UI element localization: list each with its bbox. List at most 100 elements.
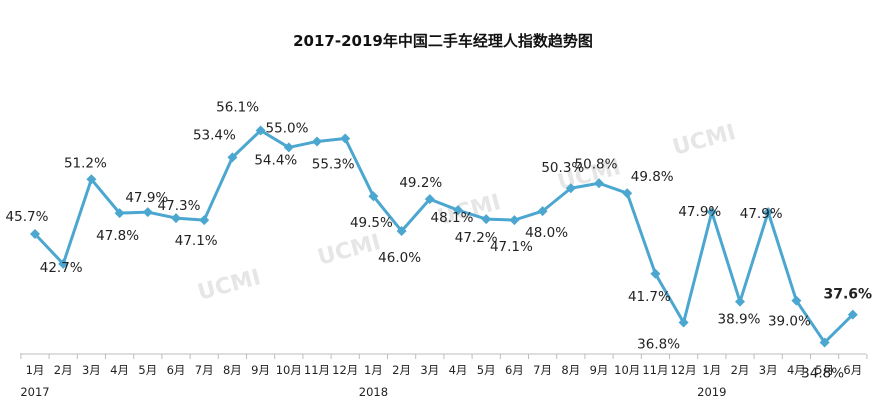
- data-point: [678, 317, 689, 328]
- x-axis-ticks: [20, 354, 868, 359]
- data-label: 49.5%: [350, 215, 393, 231]
- data-labels: 45.7%42.7%51.2%47.8%47.9%47.3%47.1%53.4%…: [6, 100, 873, 382]
- data-label: 47.3%: [158, 198, 201, 214]
- x-tick-label: 2月: [731, 363, 750, 377]
- data-label: 37.6%: [824, 287, 873, 303]
- x-tick-label: 5月: [138, 363, 157, 377]
- data-point: [340, 133, 351, 144]
- data-point: [481, 214, 492, 225]
- data-label: 38.9%: [718, 312, 761, 328]
- x-tick-label: 10月: [276, 363, 302, 377]
- x-tick-label: 4月: [449, 363, 468, 377]
- x-tick-label: 9月: [590, 363, 609, 377]
- year-label: 2019: [697, 385, 726, 399]
- x-tick-label: 3月: [759, 363, 778, 377]
- data-label: 53.4%: [193, 127, 236, 143]
- data-point: [509, 215, 520, 226]
- data-point: [255, 125, 266, 136]
- x-tick-label: 10月: [614, 363, 640, 377]
- data-label: 55.3%: [312, 156, 355, 172]
- x-tick-label: 12月: [332, 363, 358, 377]
- data-points: [30, 125, 858, 348]
- data-label: 49.2%: [399, 175, 442, 191]
- x-tick-label: 4月: [110, 363, 129, 377]
- x-tick-label: 5月: [815, 363, 834, 377]
- x-tick-label: 1月: [702, 363, 721, 377]
- data-point: [227, 152, 238, 163]
- x-tick-label: 11月: [304, 363, 330, 377]
- data-label: 47.1%: [175, 233, 218, 249]
- data-label: 34.8%: [801, 365, 844, 381]
- data-label: 42.7%: [40, 260, 83, 276]
- x-tick-label: 2月: [392, 363, 411, 377]
- year-label: 2017: [20, 385, 49, 399]
- data-point: [171, 213, 181, 224]
- data-label: 41.7%: [628, 289, 671, 305]
- data-point: [368, 191, 379, 202]
- data-point: [706, 207, 717, 218]
- data-point: [791, 295, 802, 306]
- x-tick-label: 11月: [642, 363, 668, 377]
- data-point: [424, 194, 435, 205]
- data-point: [86, 174, 97, 185]
- data-point: [819, 337, 830, 348]
- x-tick-label: 8月: [561, 363, 580, 377]
- chart-title: 2017-2019年中国二手车经理人指数趋势图: [293, 32, 593, 50]
- year-label: 2018: [359, 385, 388, 399]
- data-label: 50.3%: [541, 160, 584, 176]
- series-line: [33, 129, 854, 344]
- x-tick-label: 5月: [477, 363, 496, 377]
- data-label: 49.8%: [631, 169, 674, 185]
- data-point: [735, 296, 745, 307]
- data-label: 47.9%: [125, 190, 168, 206]
- x-tick-label: 3月: [82, 363, 101, 377]
- x-tick-label: 12月: [671, 363, 697, 377]
- data-point: [58, 258, 69, 269]
- data-label: 55.0%: [266, 120, 309, 136]
- data-point: [142, 207, 153, 218]
- data-point: [622, 188, 633, 199]
- x-tick-label: 3月: [420, 363, 439, 377]
- data-point: [847, 309, 858, 320]
- data-point: [594, 178, 604, 189]
- watermark-text: UCMI: [195, 265, 263, 306]
- data-label: 39.0%: [768, 314, 811, 330]
- x-tick-label: 6月: [167, 363, 186, 377]
- x-tick-label: 1月: [26, 363, 45, 377]
- data-label: 48.1%: [431, 210, 474, 226]
- data-point: [283, 142, 294, 153]
- data-point: [30, 229, 40, 239]
- data-label: 36.8%: [637, 337, 680, 353]
- x-tick-label: 6月: [505, 363, 524, 377]
- data-label: 50.8%: [575, 156, 618, 172]
- data-label: 48.0%: [525, 225, 568, 241]
- x-tick-labels: 1月 2月 3月 4月 5月 6月 7月 8月 9月 10月 11月 12月 1月 2月 3月 4月 5月 6月 7…: [26, 363, 863, 377]
- data-point: [114, 208, 125, 219]
- data-label: 54.4%: [254, 152, 297, 168]
- watermark-text: UCMI: [315, 230, 383, 271]
- data-point: [537, 206, 548, 217]
- x-tick-label: 7月: [195, 363, 214, 377]
- data-label: 47.9%: [678, 204, 721, 220]
- x-tick-label: 2月: [54, 363, 73, 377]
- watermark-text: UCMI: [670, 120, 738, 161]
- data-label: 56.1%: [216, 100, 259, 116]
- data-point: [312, 136, 322, 147]
- data-label: 47.2%: [455, 230, 498, 246]
- data-label: 47.8%: [96, 228, 139, 244]
- year-labels: 2017 2018 2019: [20, 385, 726, 399]
- data-point: [650, 268, 661, 279]
- data-label: 45.7%: [6, 209, 49, 225]
- x-tick-label: 8月: [223, 363, 242, 377]
- data-label: 46.0%: [378, 250, 421, 266]
- x-tick-label: 4月: [787, 363, 806, 377]
- x-tick-label: 6月: [843, 363, 862, 377]
- data-point: [565, 183, 576, 194]
- x-tick-label: 7月: [533, 363, 552, 377]
- data-label: 47.9%: [740, 206, 783, 222]
- data-point: [763, 207, 774, 218]
- data-point: [396, 226, 407, 237]
- data-point: [453, 205, 463, 216]
- data-label: 47.1%: [490, 239, 533, 255]
